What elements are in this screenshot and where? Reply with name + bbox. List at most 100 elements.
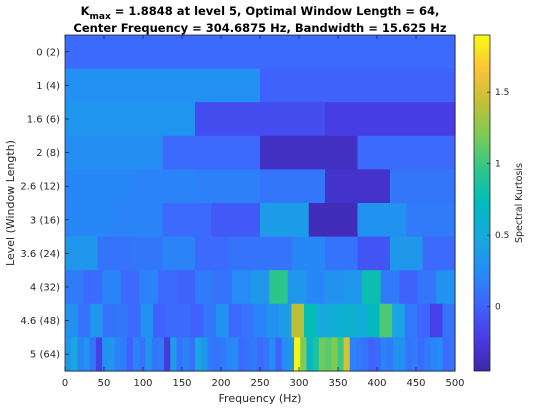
heatmap-cell [165, 303, 179, 338]
heatmap-cell [162, 135, 261, 170]
heatmap-cell [399, 337, 407, 372]
heatmap-cell [157, 337, 165, 372]
x-tick-label: 50 [98, 378, 111, 389]
heatmap-cell [424, 337, 431, 372]
heatmap-cell [362, 337, 369, 372]
heatmap-cell [430, 337, 438, 372]
heatmap-cell [291, 303, 305, 338]
heatmap-cell [190, 303, 204, 338]
heatmap-cell [448, 337, 456, 372]
heatmap-cell [195, 337, 202, 372]
heatmap-cell [83, 270, 103, 305]
heatmap-cell [256, 337, 264, 372]
heatmap-cell [325, 236, 359, 271]
heatmap-cell [260, 203, 310, 238]
heatmap-cell [269, 270, 289, 305]
heatmap-cell [325, 169, 391, 204]
heatmap-cell [379, 303, 393, 338]
heatmap-cell [436, 270, 456, 305]
heatmap-cell [306, 270, 326, 305]
chart-title-line-2: Center Frequency = 304.6875 Hz, Bandwidt… [73, 21, 447, 35]
heatmap-cell [170, 337, 178, 372]
x-tick-label: 400 [367, 378, 386, 389]
heatmap-cell [260, 169, 326, 204]
heatmap-cell [238, 337, 246, 372]
heatmap-cell [114, 337, 122, 372]
heatmap-cell [429, 303, 444, 338]
heatmap-cell [65, 303, 79, 338]
heatmap-cell [139, 337, 147, 372]
heatmap-cell [102, 303, 116, 338]
y-tick-label: 3 (16) [30, 215, 60, 226]
y-tick-label: 5 (64) [30, 350, 60, 361]
heatmap-cell [343, 270, 363, 305]
colorbar-label: Spectral Kurtosis [514, 163, 525, 243]
heatmap-cell [368, 337, 376, 372]
y-tick-label: 1 (4) [36, 81, 60, 92]
heatmap-cell [157, 270, 178, 305]
heatmap-cell [151, 337, 159, 372]
heatmap-cell [65, 270, 85, 305]
heatmap-cell [380, 270, 400, 305]
x-axis-label: Frequency (Hz) [219, 392, 302, 405]
heatmap-cell [354, 303, 368, 338]
heatmap-cell [357, 236, 391, 271]
heatmap-cell [219, 337, 227, 372]
heatmap-cell [404, 303, 418, 338]
heatmap-cell [178, 303, 192, 338]
heatmap-cell [139, 270, 159, 305]
heatmap-cell [343, 337, 351, 372]
heatmap-cell [316, 303, 330, 338]
heatmap-cell [83, 337, 91, 372]
title-k-subscript: max [90, 12, 111, 22]
heatmap-cell [260, 236, 294, 271]
heatmap-cell [120, 337, 128, 372]
heatmap-cell [417, 303, 431, 338]
heatmap-cell [405, 337, 413, 372]
heatmap-cell [115, 303, 129, 338]
heatmap-cell [281, 337, 289, 372]
heatmap-cell [312, 337, 320, 372]
heatmap-cell [292, 236, 326, 271]
heatmap-cell [304, 303, 318, 338]
colorbar-tick-label: 1.5 [495, 88, 509, 98]
heatmap-cell [65, 169, 131, 204]
heatmap-cell [386, 337, 394, 372]
heatmap-cell [349, 337, 357, 372]
heatmap-cell [162, 203, 212, 238]
heatmap-cell [195, 102, 326, 137]
heatmap-cell [355, 337, 363, 372]
heatmap-cell [417, 270, 438, 305]
y-tick-label: 2.6 (12) [20, 182, 60, 193]
heatmap-cells [65, 35, 456, 372]
heatmap-cell [102, 337, 109, 372]
heatmap-cell [329, 303, 343, 338]
heatmap-cell [278, 303, 293, 338]
y-tick-label: 2 (8) [36, 148, 60, 159]
heatmap-cell [417, 337, 425, 372]
heatmap-cell [287, 337, 295, 372]
heatmap-cell [65, 203, 115, 238]
x-tick-label: 250 [250, 378, 269, 389]
heatmap-cell [436, 337, 444, 372]
x-tick-label: 0 [62, 378, 68, 389]
heatmap-cell [260, 68, 456, 103]
x-tick-label: 300 [289, 378, 308, 389]
heatmap-cell [308, 203, 359, 238]
heatmap-cell [65, 35, 456, 70]
heatmap-cell [325, 337, 332, 372]
heatmap-cell [357, 135, 456, 170]
heatmap-cell [65, 68, 261, 103]
heatmap-cell [232, 337, 239, 372]
heatmap-cell [188, 337, 196, 372]
x-tick-label: 100 [133, 378, 152, 389]
heatmap-cell [153, 303, 167, 338]
heatmap-cell [211, 203, 261, 238]
heatmap-cell [399, 270, 419, 305]
heatmap-cell [380, 337, 388, 372]
heatmap-cell [130, 169, 196, 204]
heatmap-cell [232, 270, 252, 305]
heatmap-cell [260, 135, 359, 170]
heatmap-cell [227, 236, 261, 271]
heatmap-cell [102, 270, 122, 305]
